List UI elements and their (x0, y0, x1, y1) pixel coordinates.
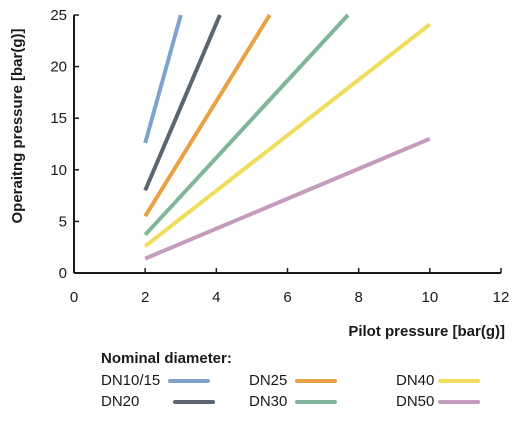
y-tick-label: 20 (50, 59, 67, 76)
x-axis-title: Pilot pressure [bar(g)] (348, 323, 505, 340)
legend-label-dn20: DN20 (101, 393, 140, 410)
legend-swatch-dn30 (295, 399, 338, 404)
legend: Nominal diameter: DN10/15 DN20 DN25 DN30… (101, 350, 501, 422)
x-tick-label: 6 (283, 289, 291, 306)
legend-item-dn30: DN30 (249, 393, 338, 410)
legend-item-dn20: DN20 (101, 393, 216, 410)
y-tick-label: 5 (59, 213, 67, 230)
legend-item-dn10-15: DN10/15 (101, 372, 211, 389)
legend-label-dn50: DN50 (396, 393, 435, 410)
legend-swatch-dn25 (295, 378, 338, 383)
legend-label-dn10-15: DN10/15 (101, 372, 161, 389)
legend-item-dn25: DN25 (249, 372, 338, 389)
series-line-dn25 (143, 13, 272, 218)
legend-item-dn50: DN50 (396, 393, 481, 410)
series-line-dn40 (143, 22, 432, 248)
legend-swatch-dn50 (438, 399, 481, 404)
series-line-dn30 (143, 13, 350, 237)
legend-label-dn40: DN40 (396, 372, 435, 389)
y-tick-label: 10 (50, 162, 67, 179)
chart-svg: Operaitng pressure [bar(g)] Pilot pressu… (9, 7, 510, 340)
x-tick-label: 0 (70, 289, 78, 306)
series-line-dn20 (143, 14, 222, 192)
x-tick-label: 2 (141, 289, 149, 306)
legend-swatch-dn20 (173, 399, 216, 404)
legend-swatch-dn40 (438, 378, 481, 383)
legend-item-dn40: DN40 (396, 372, 481, 389)
x-tick-label: 8 (354, 289, 362, 306)
x-tick-label: 10 (421, 289, 438, 306)
x-tick-label: 12 (493, 289, 510, 306)
legend-label-dn25: DN25 (249, 372, 288, 389)
y-tick-label: 25 (50, 7, 67, 24)
legend-title: Nominal diameter: (101, 350, 232, 367)
legend-label-dn30: DN30 (249, 393, 288, 410)
x-tick-label: 4 (212, 289, 220, 306)
series-line-dn50 (144, 136, 431, 261)
y-tick-label: 15 (50, 110, 67, 127)
series-line-dn10-15 (143, 14, 183, 144)
y-tick-label: 0 (59, 265, 67, 282)
y-axis-title: Operaitng pressure [bar(g)] (9, 28, 26, 223)
legend-swatch-dn10-15 (168, 378, 211, 383)
